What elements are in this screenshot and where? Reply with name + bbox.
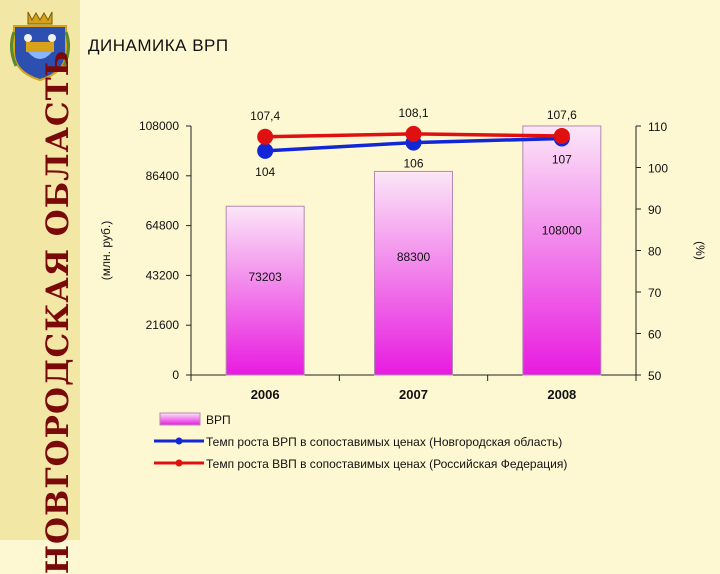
y-right-tick-label: 90 [648, 203, 662, 217]
bar-grp [374, 170, 453, 376]
legend-swatch-bar [159, 412, 201, 426]
line-grp-growth-novgorod-label: 104 [255, 165, 275, 179]
bar-value-label: 88300 [397, 250, 431, 264]
legend-label-line: Темп роста ВВП в сопоставимых ценах (Рос… [206, 457, 567, 471]
y-right-tick-label: 110 [648, 120, 667, 134]
line-grp-growth-novgorod-point [257, 142, 274, 159]
y-right-tick-label: 100 [648, 162, 668, 176]
bar-value-label: 108000 [542, 224, 582, 238]
line-gdp-growth-russia-point [405, 125, 422, 142]
grp-dynamics-chart: 0 21600 43200 64800 86400 108000 50 60 70 80 90 100… [99, 106, 707, 471]
page-title: ДИНАМИКА ВРП [88, 36, 229, 55]
x-tick-label: 2007 [399, 387, 428, 402]
legend-swatch-marker [175, 437, 183, 445]
y-left-tick-label: 21600 [146, 318, 180, 332]
x-tick-label: 2006 [251, 387, 280, 402]
y-left-tick-label: 43200 [146, 268, 180, 282]
y-right-tick-label: 60 [648, 328, 662, 342]
y-right-tick-label: 80 [648, 245, 662, 259]
line-gdp-growth-russia-label: 107,4 [250, 109, 280, 123]
left-sidebar-band [0, 0, 80, 540]
y-right-tick-label: 50 [648, 369, 662, 383]
x-tick-label: 2008 [547, 387, 576, 402]
y-left-tick-label: 108000 [139, 119, 179, 133]
legend-label-line: Темп роста ВРП в сопоставимых ценах (Нов… [206, 435, 562, 449]
line-gdp-growth-russia-label: 108,1 [398, 106, 428, 120]
y-left-tick-label: 0 [172, 368, 179, 382]
line-grp-growth-novgorod-label: 106 [403, 157, 423, 171]
bar-grp [225, 205, 305, 376]
legend-label-bar: ВРП [206, 413, 231, 427]
bar-grp [522, 125, 602, 376]
novgorod-coat-of-arms-icon [9, 11, 71, 82]
y-right-tick-label: 70 [648, 286, 662, 300]
line-gdp-growth-russia-point [553, 127, 570, 144]
y-left-tick-label: 64800 [146, 219, 180, 233]
legend-swatch-marker [175, 459, 183, 467]
line-grp-growth-novgorod-label: 107 [552, 152, 572, 166]
y-axis-left-title: (млн. руб.) [99, 221, 113, 280]
y-axis-right-title: (%) [693, 241, 707, 260]
line-gdp-growth-russia-label: 107,6 [547, 108, 577, 122]
line-gdp-growth-russia-point [257, 128, 274, 145]
bar-value-label: 73203 [248, 270, 282, 284]
y-left-tick-label: 86400 [146, 169, 180, 183]
